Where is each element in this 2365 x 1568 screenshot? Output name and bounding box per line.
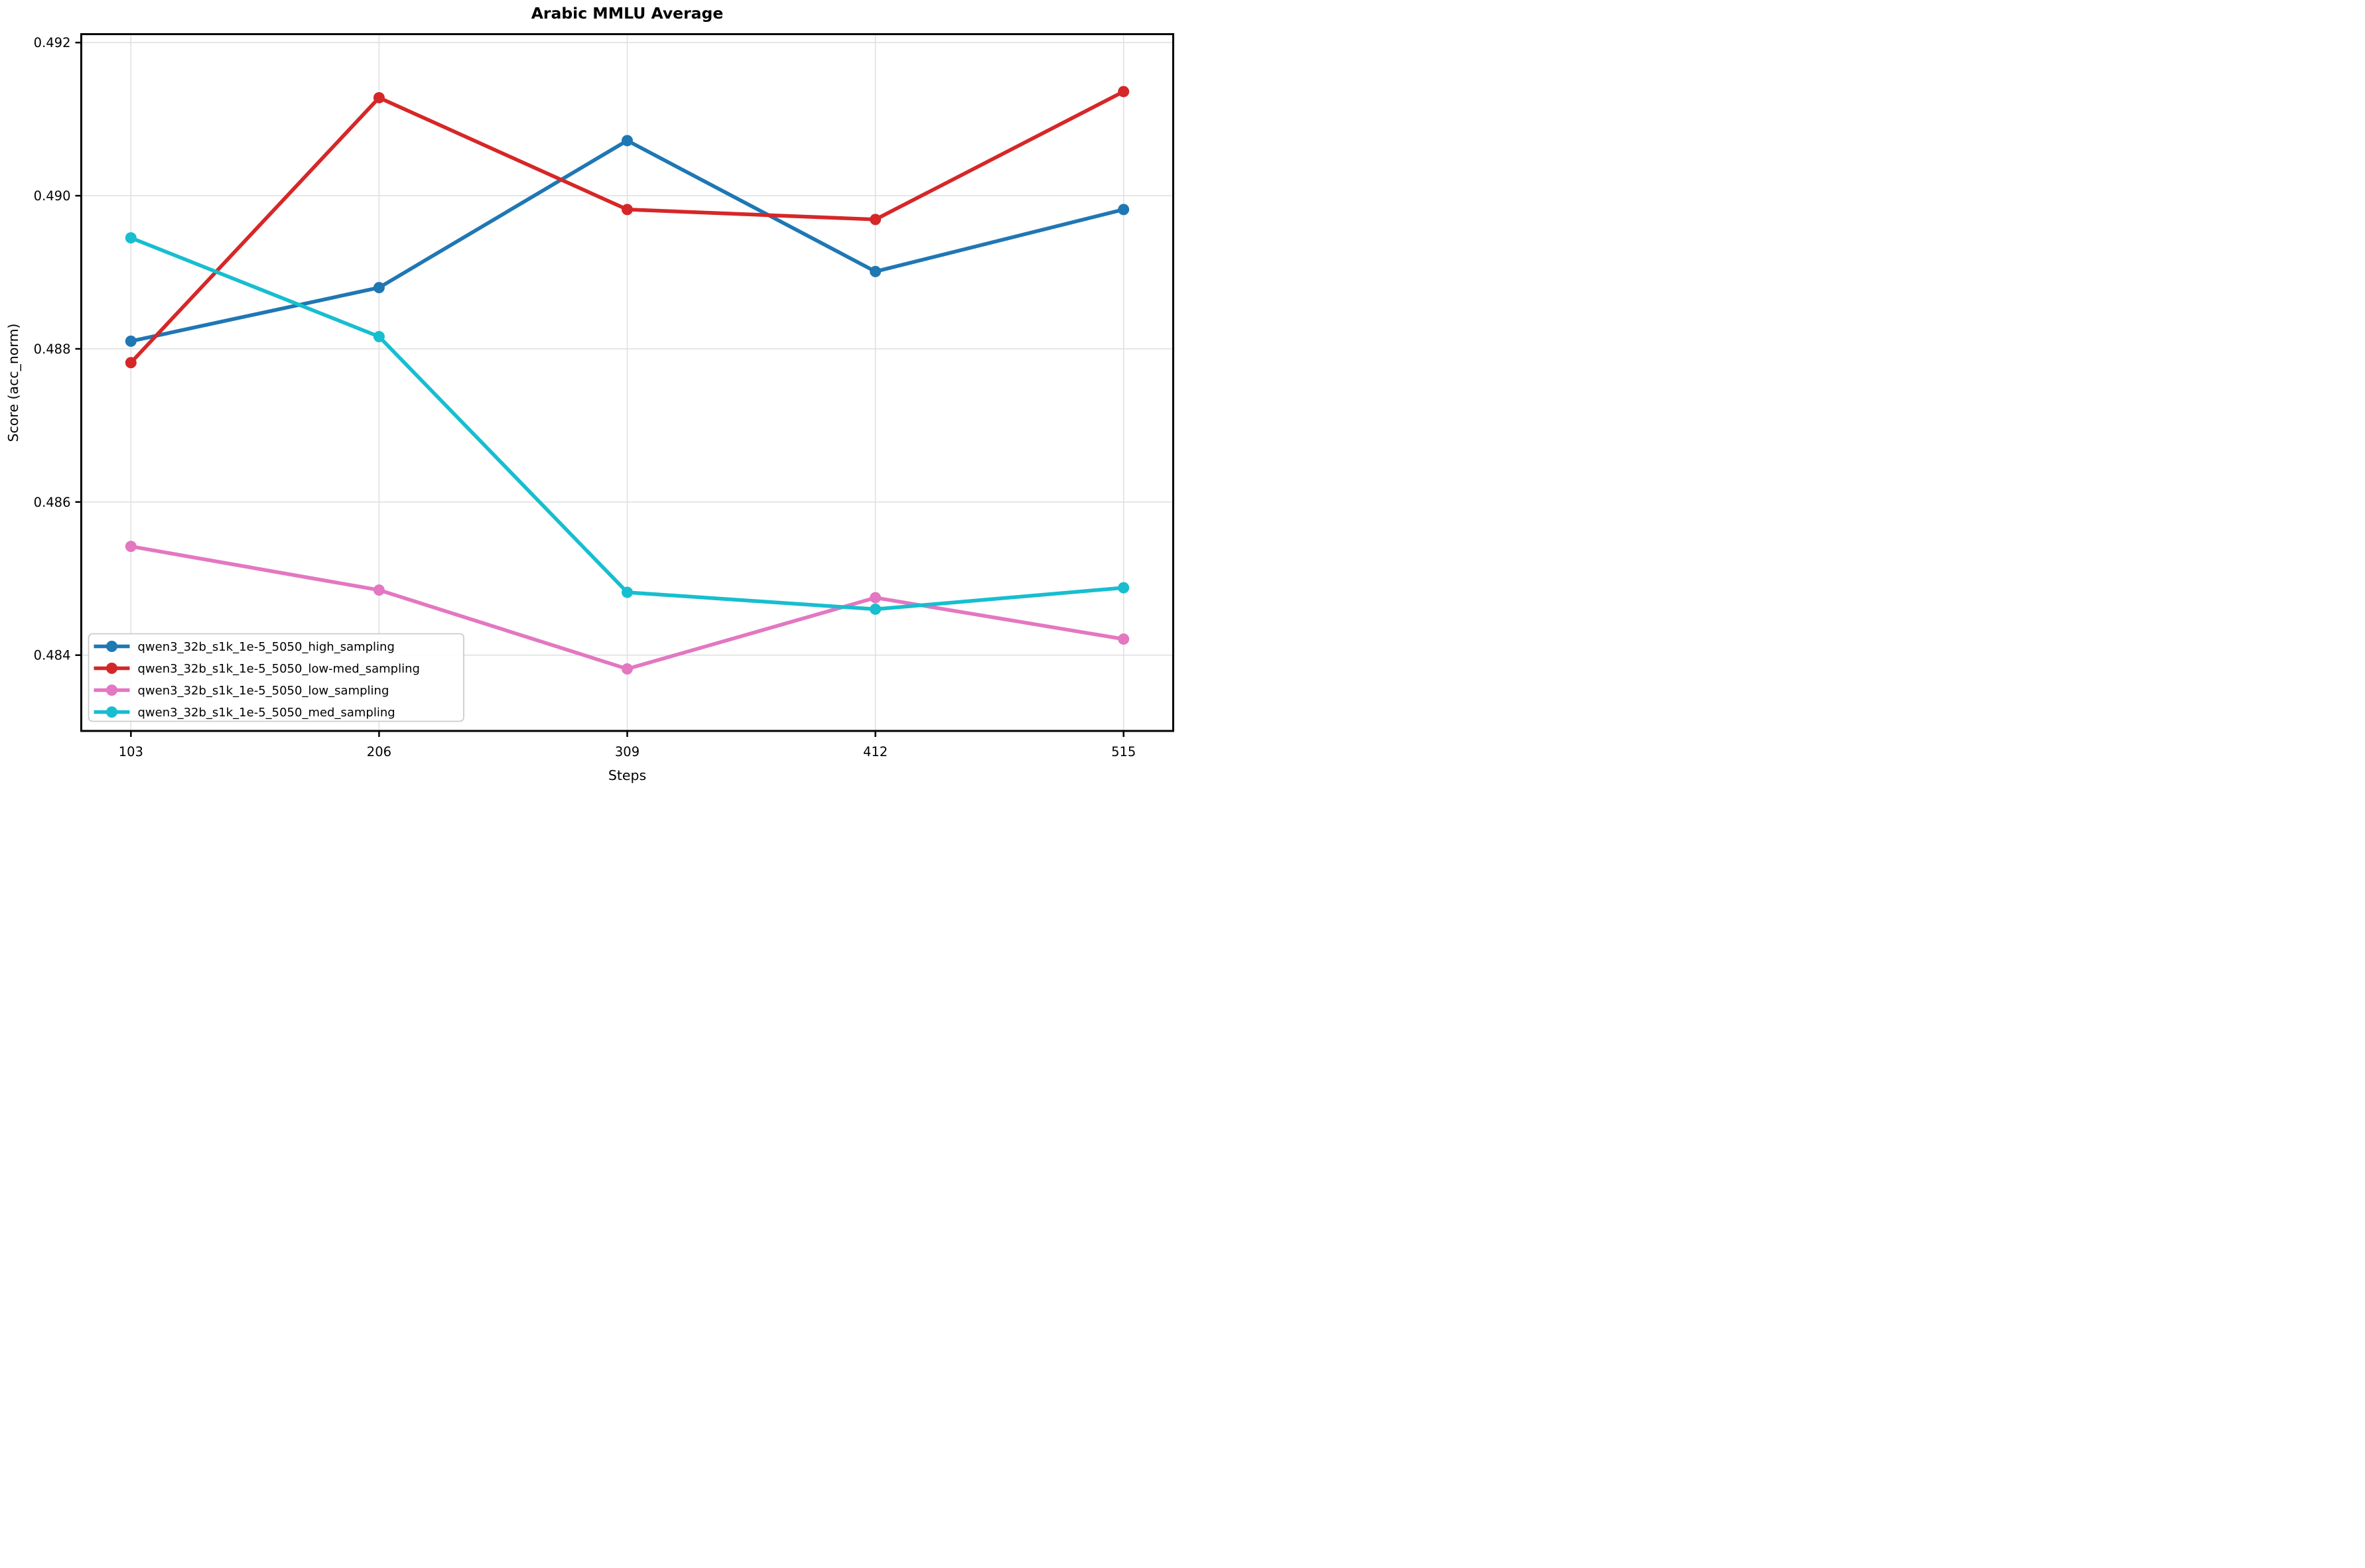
data-point-qwen3_32b_s1k_1e-5_5050_low-med_sampling <box>1118 86 1130 98</box>
data-point-qwen3_32b_s1k_1e-5_5050_low-med_sampling <box>373 92 385 103</box>
y-tick-label: 0.484 <box>34 648 71 663</box>
y-axis-label: Score (acc_norm) <box>5 324 22 442</box>
y-tick-label: 0.488 <box>34 342 71 357</box>
figure: 0.484 0.486 0.488 0.490 0.492 103 206 309 412 515… <box>0 0 1183 784</box>
x-axis-label: Steps <box>608 767 646 783</box>
data-point-qwen3_32b_s1k_1e-5_5050_low_sampling <box>870 592 882 604</box>
series-layer <box>125 86 1130 675</box>
data-point-qwen3_32b_s1k_1e-5_5050_low-med_sampling <box>125 357 137 369</box>
x-tick-label: 412 <box>863 744 888 759</box>
legend-label: qwen3_32b_s1k_1e-5_5050_high_sampling <box>138 640 395 654</box>
data-point-qwen3_32b_s1k_1e-5_5050_med_sampling <box>622 586 633 598</box>
y-tick-label: 0.486 <box>34 495 71 510</box>
chart-title: Arabic MMLU Average <box>531 4 724 23</box>
line-chart: 0.484 0.486 0.488 0.490 0.492 103 206 309 412 515… <box>5 4 1174 783</box>
data-point-qwen3_32b_s1k_1e-5_5050_high_sampling <box>125 335 137 347</box>
legend-label: qwen3_32b_s1k_1e-5_5050_med_sampling <box>138 706 395 720</box>
data-point-qwen3_32b_s1k_1e-5_5050_low_sampling <box>622 663 633 675</box>
legend-item: qwen3_32b_s1k_1e-5_5050_low-med_sampling <box>94 662 420 676</box>
x-tick-label: 206 <box>367 744 391 759</box>
data-point-qwen3_32b_s1k_1e-5_5050_low_sampling <box>373 584 385 596</box>
data-point-qwen3_32b_s1k_1e-5_5050_med_sampling <box>125 232 137 244</box>
x-tick-label: 103 <box>119 744 143 759</box>
y-tick-label: 0.492 <box>34 35 71 50</box>
data-point-qwen3_32b_s1k_1e-5_5050_low-med_sampling <box>870 214 882 226</box>
legend-label: qwen3_32b_s1k_1e-5_5050_low-med_sampling <box>138 662 420 676</box>
data-point-qwen3_32b_s1k_1e-5_5050_med_sampling <box>1118 582 1130 594</box>
legend-marker <box>106 706 117 718</box>
x-tick-label: 309 <box>615 744 640 759</box>
data-point-qwen3_32b_s1k_1e-5_5050_high_sampling <box>622 135 633 147</box>
legend-label: qwen3_32b_s1k_1e-5_5050_low_sampling <box>138 684 389 698</box>
legend-marker <box>106 685 117 696</box>
data-point-qwen3_32b_s1k_1e-5_5050_low-med_sampling <box>622 204 633 216</box>
data-point-qwen3_32b_s1k_1e-5_5050_high_sampling <box>373 282 385 294</box>
data-point-qwen3_32b_s1k_1e-5_5050_low_sampling <box>1118 633 1130 645</box>
tick-layer: 0.484 0.486 0.488 0.490 0.492 103 206 309 412 515 <box>34 35 1136 759</box>
x-tick-label: 515 <box>1111 744 1136 759</box>
legend-marker <box>106 641 117 652</box>
y-tick-label: 0.490 <box>34 188 71 204</box>
data-point-qwen3_32b_s1k_1e-5_5050_low_sampling <box>125 541 137 553</box>
legend-marker <box>106 663 117 674</box>
data-point-qwen3_32b_s1k_1e-5_5050_med_sampling <box>870 603 882 615</box>
legend-item: qwen3_32b_s1k_1e-5_5050_low_sampling <box>94 684 389 698</box>
data-point-qwen3_32b_s1k_1e-5_5050_high_sampling <box>870 265 882 277</box>
legend: qwen3_32b_s1k_1e-5_5050_high_samplingqwe… <box>88 633 464 722</box>
legend-item: qwen3_32b_s1k_1e-5_5050_med_sampling <box>94 706 395 720</box>
legend-box <box>88 633 464 722</box>
data-point-qwen3_32b_s1k_1e-5_5050_med_sampling <box>373 330 385 342</box>
legend-item: qwen3_32b_s1k_1e-5_5050_high_sampling <box>94 640 395 654</box>
data-point-qwen3_32b_s1k_1e-5_5050_high_sampling <box>1118 204 1130 216</box>
